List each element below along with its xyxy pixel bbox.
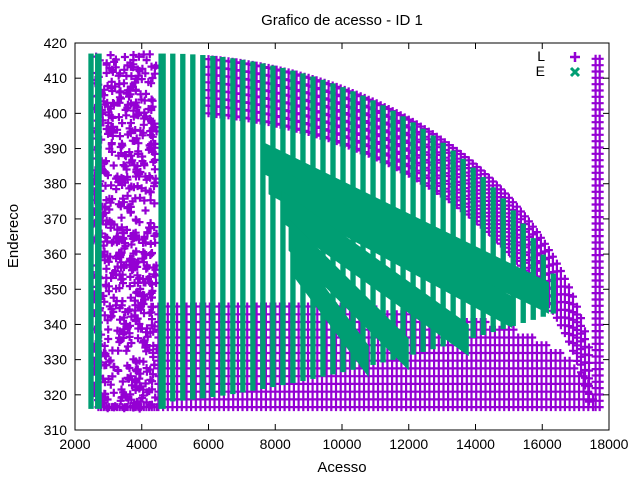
series-e-column [95, 53, 102, 409]
legend-label-l: L [537, 48, 545, 64]
y-tick-label: 420 [44, 35, 68, 51]
x-axis-label: Acesso [317, 459, 366, 476]
legend-marker-l [570, 52, 580, 62]
y-tick-label: 310 [44, 422, 68, 438]
series-e-column [200, 55, 206, 399]
x-tick-label: 4000 [126, 436, 157, 452]
series-e-column [280, 67, 286, 386]
y-tick-label: 410 [44, 70, 68, 86]
series-e-column [88, 53, 94, 409]
chart-title: Grafico de acesso - ID 1 [261, 12, 423, 29]
series-e-column [190, 54, 196, 400]
y-tick-label: 340 [44, 316, 68, 332]
legend: L E [536, 48, 581, 79]
y-axis-label: Endereco [5, 204, 22, 268]
y-tick-label: 380 [44, 176, 68, 192]
series-e-column [170, 53, 176, 402]
x-tick-label: 16000 [523, 436, 562, 452]
series-e-band [268, 162, 513, 328]
points-layer [88, 50, 604, 413]
x-tick-label: 18000 [590, 436, 629, 452]
y-tick-label: 370 [44, 211, 68, 227]
y-tick-label: 330 [44, 352, 68, 368]
y-tick-label: 400 [44, 105, 68, 121]
legend-label-e: E [536, 63, 545, 79]
legend-marker-e-shape [569, 66, 581, 78]
series-e-column [210, 55, 216, 398]
series-e-band [288, 218, 409, 371]
series-e-column [250, 61, 256, 391]
legend-marker-l-shape [570, 52, 580, 62]
legend-marker-e [569, 66, 581, 78]
series-e-column [270, 65, 276, 388]
x-tick-label: 6000 [193, 436, 224, 452]
y-tick-label: 350 [44, 281, 68, 297]
x-tick-label: 2000 [59, 436, 90, 452]
series-e-column [240, 59, 246, 393]
x-tick-label: 10000 [323, 436, 362, 452]
ticks-layer: 2000 4000 6000 8000 10000 12000 14000 16000 1800… [44, 35, 629, 452]
series-e-column [550, 273, 556, 314]
x-tick-label: 14000 [456, 436, 495, 452]
series-e-column [220, 56, 226, 396]
series-e-band [281, 190, 469, 357]
series-e-column [158, 53, 166, 409]
series-e-column [230, 58, 236, 395]
y-tick-label: 360 [44, 246, 68, 262]
series-e-band [295, 247, 369, 378]
x-tick-label: 8000 [260, 436, 291, 452]
series-e-column [180, 53, 186, 401]
y-tick-label: 320 [44, 387, 68, 403]
series-e-band [261, 141, 549, 314]
series-e-column [260, 63, 266, 389]
y-tick-label: 390 [44, 141, 68, 157]
x-tick-label: 12000 [389, 436, 428, 452]
